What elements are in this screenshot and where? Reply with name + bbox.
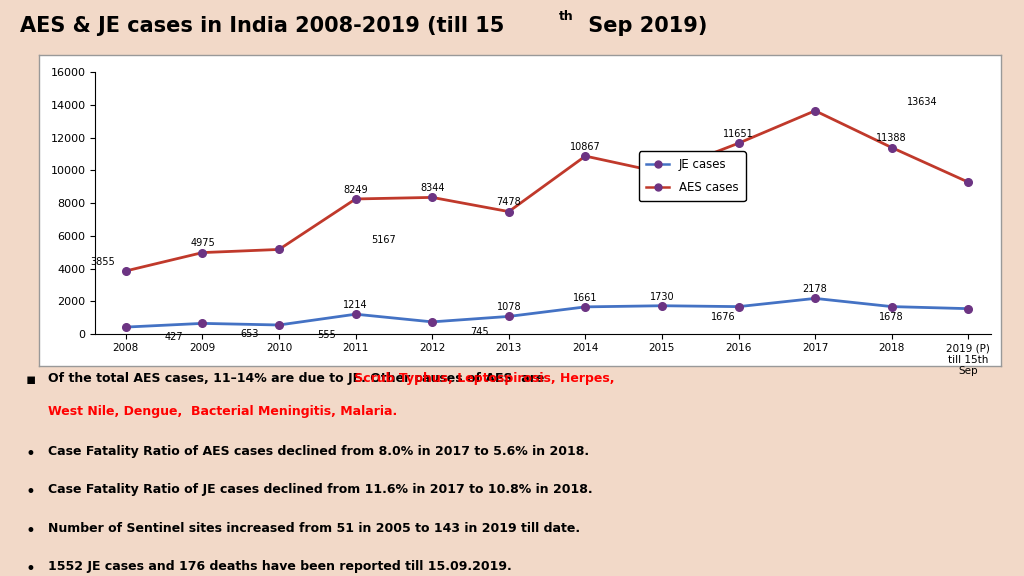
Text: West Nile, Dengue,  Bacterial Meningitis, Malaria.: West Nile, Dengue, Bacterial Meningitis,…	[48, 405, 397, 418]
AES cases	[809, 107, 821, 114]
Text: •: •	[26, 560, 36, 576]
Text: 13634: 13634	[907, 97, 938, 107]
JE cases	[503, 313, 515, 320]
JE cases	[732, 303, 744, 310]
Text: ▪: ▪	[26, 372, 36, 386]
JE cases	[886, 303, 898, 310]
JE cases	[580, 304, 592, 310]
Text: 9854: 9854	[649, 172, 674, 181]
Text: 1730: 1730	[649, 291, 674, 302]
AES cases	[503, 208, 515, 215]
AES cases	[886, 144, 898, 151]
AES cases	[580, 153, 592, 160]
Text: 5167: 5167	[371, 236, 395, 245]
AES cases	[197, 249, 209, 256]
Text: 7478: 7478	[497, 198, 521, 207]
JE cases	[963, 305, 975, 312]
Text: 2178: 2178	[803, 284, 827, 294]
Text: •: •	[26, 483, 36, 502]
Text: 745: 745	[470, 327, 489, 337]
Text: 1678: 1678	[880, 312, 904, 322]
Text: 1214: 1214	[343, 300, 368, 310]
Text: 1078: 1078	[497, 302, 521, 312]
AES cases	[349, 195, 361, 202]
Text: Number of Sentinel sites increased from 51 in 2005 to 143 in 2019 till date.: Number of Sentinel sites increased from …	[48, 522, 581, 535]
Text: th: th	[559, 10, 573, 22]
Text: 11388: 11388	[877, 134, 907, 143]
JE cases	[655, 302, 668, 309]
Text: 1676: 1676	[711, 312, 735, 322]
Text: Sep 2019): Sep 2019)	[581, 16, 707, 36]
Text: •: •	[26, 445, 36, 463]
Text: 4975: 4975	[190, 238, 215, 248]
Text: Case Fatality Ratio of JE cases declined from 11.6% in 2017 to 10.8% in 2018.: Case Fatality Ratio of JE cases declined…	[48, 483, 593, 497]
AES cases	[272, 246, 285, 253]
Text: AES & JE cases in India 2008-2019 (till 15: AES & JE cases in India 2008-2019 (till …	[20, 16, 505, 36]
Text: 8344: 8344	[420, 183, 444, 194]
Text: 1661: 1661	[573, 293, 598, 303]
Legend: JE cases, AES cases: JE cases, AES cases	[639, 151, 745, 201]
AES cases	[963, 179, 975, 185]
JE cases	[809, 295, 821, 302]
Text: •: •	[26, 522, 36, 540]
Text: 1552 JE cases and 176 deaths have been reported till 15.09.2019.: 1552 JE cases and 176 deaths have been r…	[48, 560, 512, 573]
JE cases	[272, 321, 285, 328]
Text: 427: 427	[164, 332, 182, 342]
JE cases	[197, 320, 209, 327]
JE cases	[120, 324, 132, 331]
JE cases	[426, 319, 438, 325]
Text: Case Fatality Ratio of AES cases declined from 8.0% in 2017 to 5.6% in 2018.: Case Fatality Ratio of AES cases decline…	[48, 445, 589, 458]
JE cases	[349, 310, 361, 317]
Text: 8249: 8249	[343, 185, 368, 195]
AES cases	[655, 169, 668, 176]
Text: 3855: 3855	[90, 257, 116, 267]
Text: 10867: 10867	[570, 142, 601, 152]
Text: 11651: 11651	[723, 129, 754, 139]
Text: Of the total AES cases, 11–14% are due to JE. Other causes of AES  are: Of the total AES cases, 11–14% are due t…	[48, 372, 549, 385]
Text: 653: 653	[241, 329, 259, 339]
AES cases	[732, 140, 744, 147]
Text: Scrub Typhus, Leptospirosis, Herpes,: Scrub Typhus, Leptospirosis, Herpes,	[48, 372, 614, 385]
AES cases	[120, 267, 132, 274]
AES cases	[426, 194, 438, 201]
Text: 555: 555	[317, 330, 336, 340]
Line: JE cases: JE cases	[122, 294, 972, 331]
Line: AES cases: AES cases	[122, 107, 972, 275]
